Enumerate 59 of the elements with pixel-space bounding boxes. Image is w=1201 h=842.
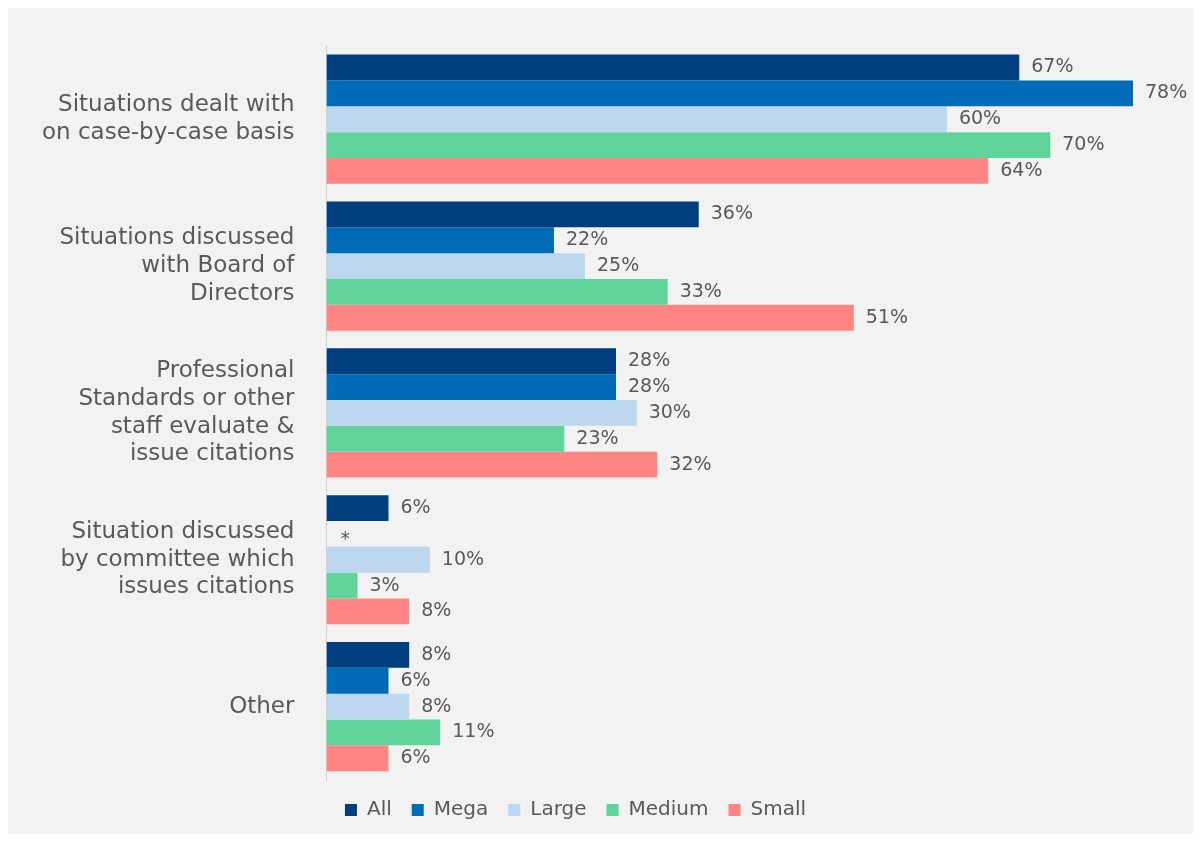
bar bbox=[326, 157, 989, 184]
bar bbox=[326, 667, 389, 694]
y-tick-label: Situations discussed with Board of Directors bbox=[59, 223, 296, 305]
bar bbox=[326, 80, 1133, 107]
data-label: 28% bbox=[627, 373, 671, 396]
bar bbox=[326, 348, 616, 375]
legend-label: Large bbox=[530, 796, 587, 821]
bar bbox=[326, 132, 1051, 158]
y-tick-label: Situations dealt with on case-by-case basis bbox=[41, 90, 295, 144]
bar bbox=[326, 641, 410, 668]
bar bbox=[326, 425, 565, 452]
bar bbox=[326, 253, 585, 279]
legend-label: All bbox=[366, 796, 392, 821]
data-label: 67% bbox=[1031, 54, 1074, 77]
data-label: 22% bbox=[565, 227, 609, 250]
data-label: 36% bbox=[710, 201, 753, 224]
bar bbox=[326, 201, 699, 228]
y-tick-label: Situation discussed by committee which issues citations bbox=[60, 517, 295, 599]
bar bbox=[326, 278, 668, 305]
data-label: 25% bbox=[596, 253, 640, 275]
bar bbox=[326, 693, 410, 720]
data-label: 6% bbox=[400, 745, 431, 768]
bar bbox=[326, 598, 410, 625]
data-label: 64% bbox=[1000, 157, 1043, 180]
data-label: 30% bbox=[648, 399, 691, 422]
legend-label: Small bbox=[750, 796, 807, 821]
data-label: 6% bbox=[400, 494, 431, 517]
data-label: 3% bbox=[369, 572, 400, 595]
bar bbox=[326, 54, 1020, 81]
data-label: 23% bbox=[576, 425, 619, 448]
legend-label: Mega bbox=[433, 796, 489, 821]
data-label: 10% bbox=[441, 546, 485, 569]
data-label: 32% bbox=[669, 451, 712, 474]
bar bbox=[326, 546, 430, 573]
bar bbox=[326, 719, 441, 746]
data-label: 8% bbox=[421, 641, 452, 664]
bar bbox=[326, 745, 389, 772]
y-tick-label: Other bbox=[229, 691, 296, 718]
data-label: 33% bbox=[679, 278, 722, 301]
bar bbox=[326, 495, 389, 521]
data-label: 11% bbox=[452, 719, 495, 742]
legend-label: Medium bbox=[628, 796, 709, 821]
bar bbox=[326, 106, 947, 133]
bar bbox=[326, 451, 658, 478]
data-label: 8% bbox=[421, 693, 452, 716]
text: * bbox=[340, 526, 350, 549]
data-label: 60% bbox=[958, 106, 1002, 129]
data-label: 70% bbox=[1062, 132, 1105, 154]
data-label: 6% bbox=[400, 667, 431, 690]
bar bbox=[326, 227, 554, 254]
data-label: 8% bbox=[421, 598, 452, 621]
data-label: 51% bbox=[865, 304, 909, 327]
bar bbox=[326, 304, 854, 331]
bar bbox=[326, 374, 616, 400]
data-label: 78% bbox=[1145, 80, 1188, 103]
bar bbox=[326, 399, 637, 426]
data-label: 28% bbox=[627, 348, 671, 371]
y-tick-label: Professional Standards or other staff evaluate & issue citations bbox=[78, 356, 296, 466]
bar bbox=[326, 572, 358, 599]
